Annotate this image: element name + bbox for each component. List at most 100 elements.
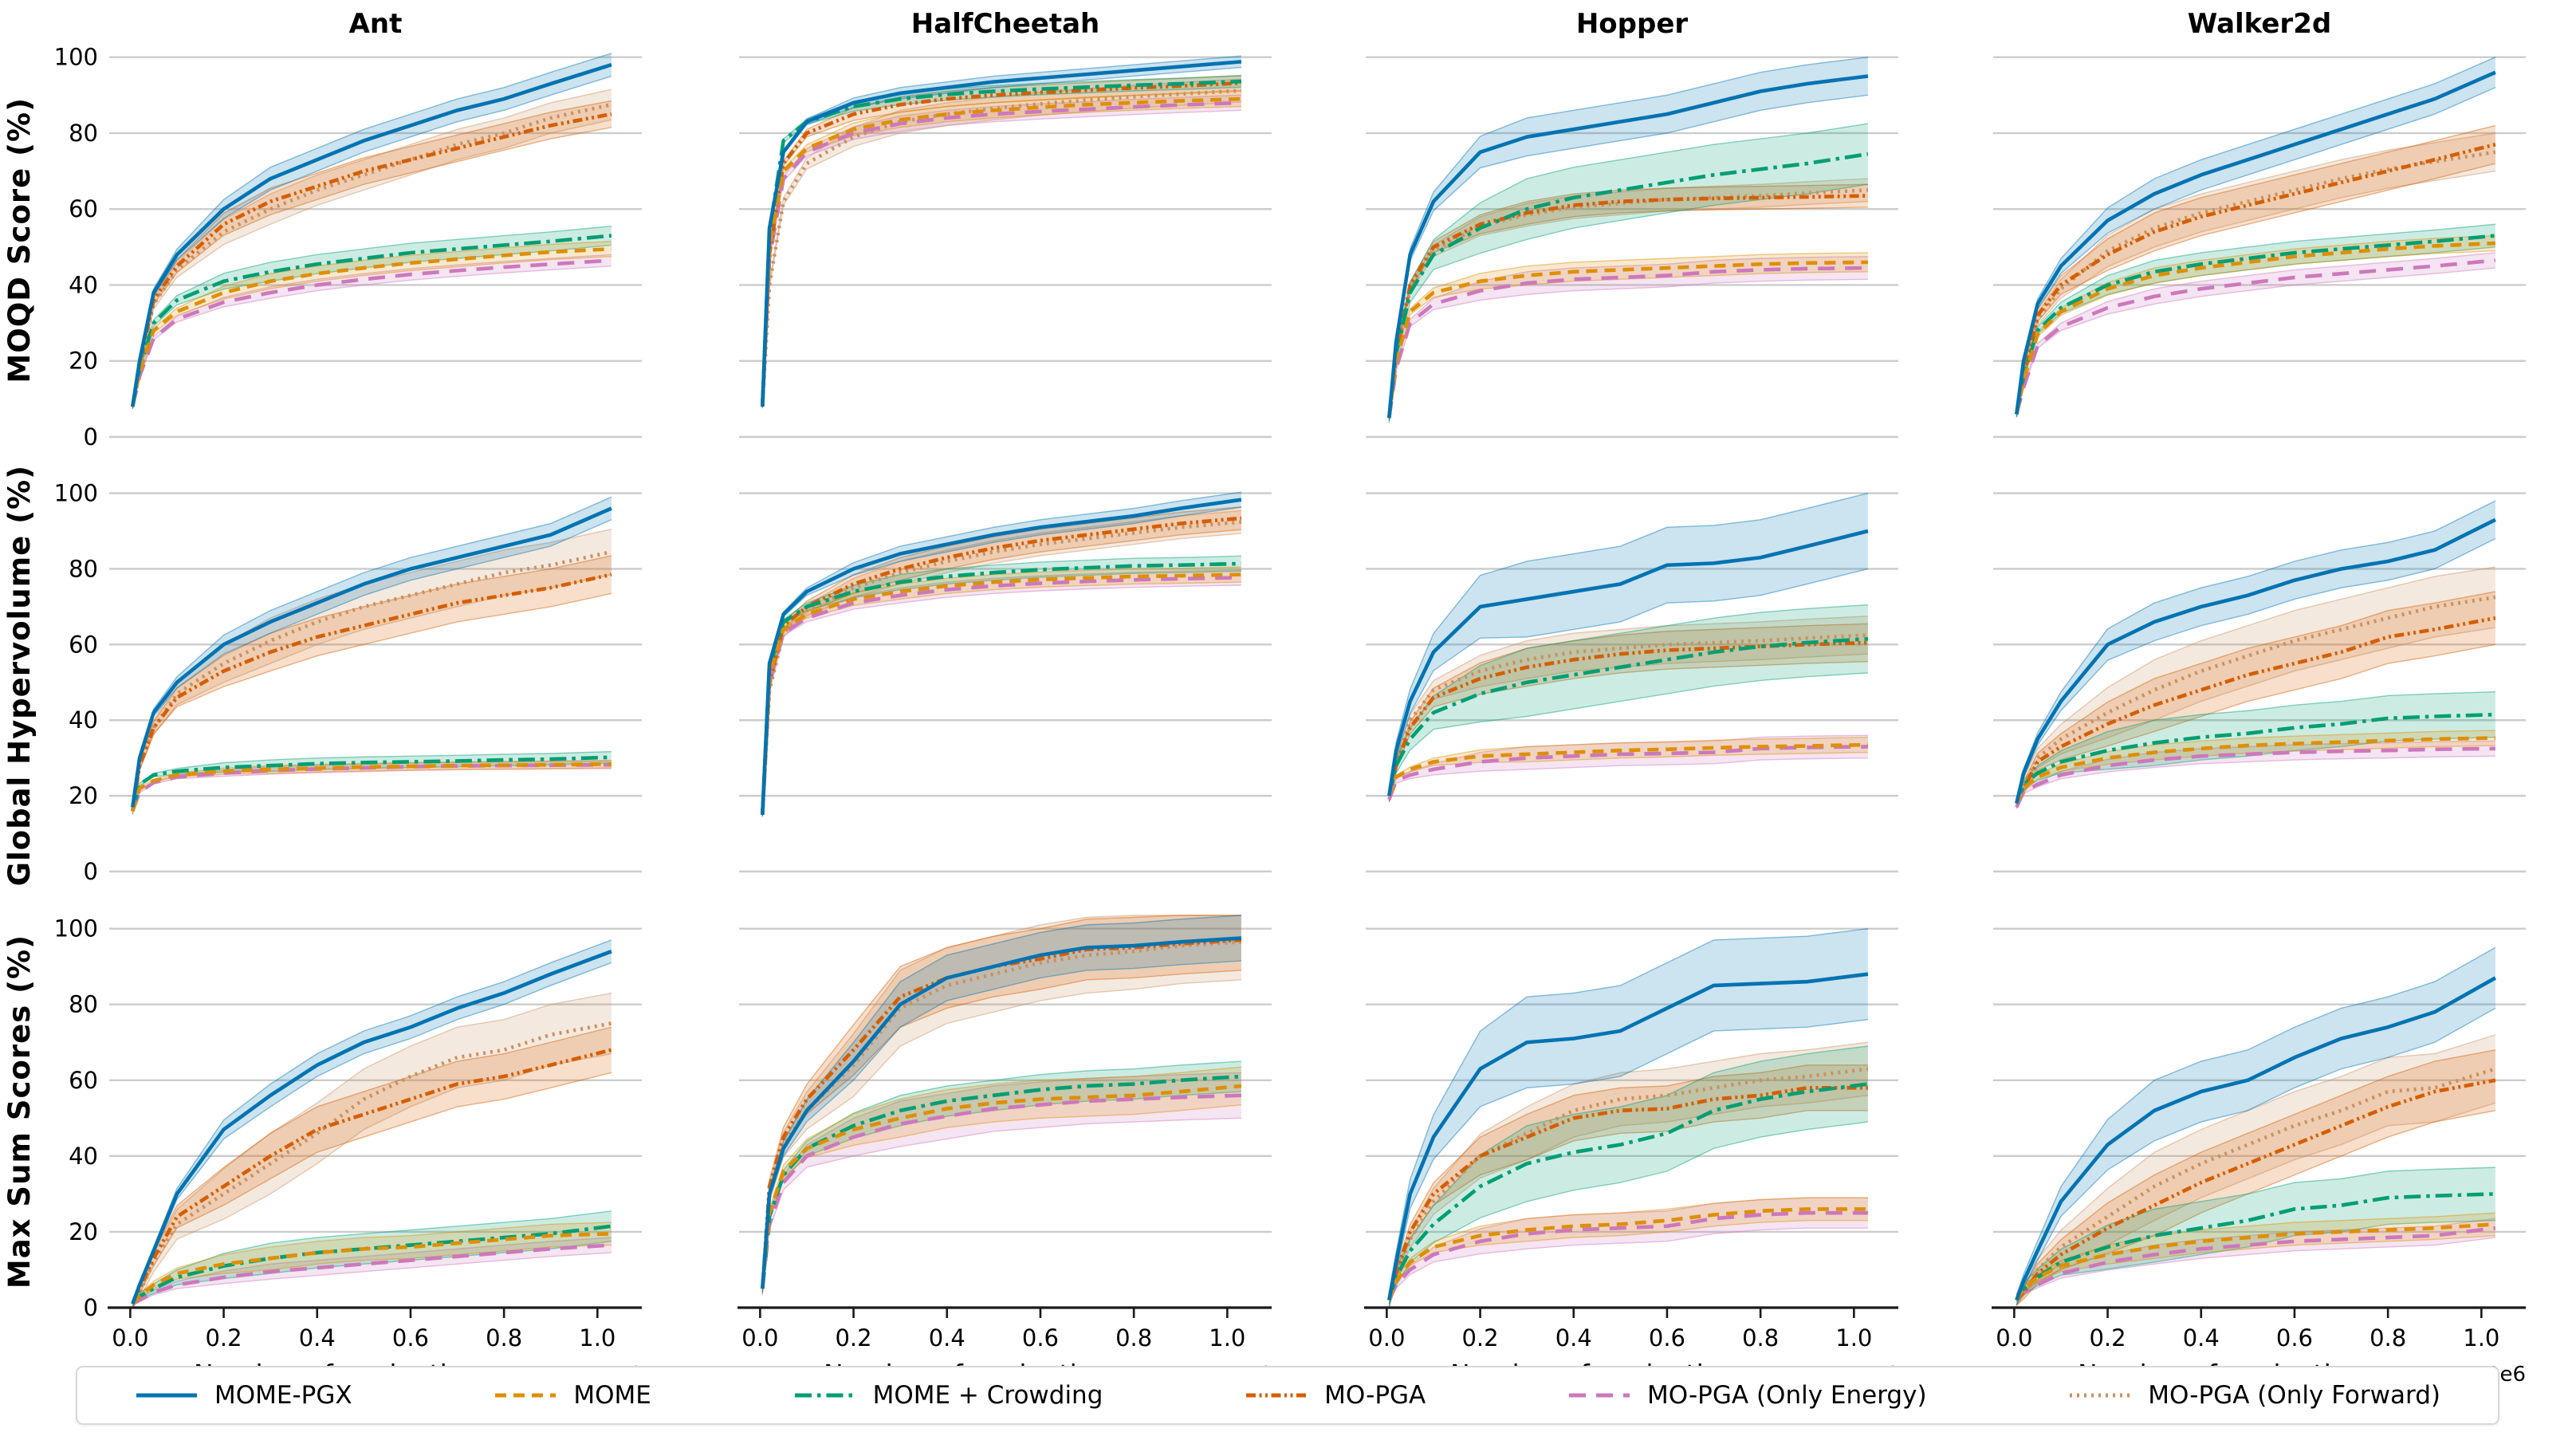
confidence-band	[2016, 1218, 2495, 1302]
x-tick-label: 1.0	[2463, 1324, 2499, 1351]
confidence-band	[1389, 1198, 1868, 1303]
band-edge	[132, 254, 612, 406]
confidence-band	[1389, 1042, 1868, 1305]
line-layer	[1387, 972, 1869, 1301]
line-layer	[2015, 70, 2496, 415]
band-edge	[132, 496, 612, 806]
panel-halfcheetah-row1	[739, 55, 1272, 439]
legend-label: MOME-PGX	[214, 1381, 352, 1410]
panel-halfcheetah-row2	[739, 491, 1272, 873]
x-tick-label: 0.2	[2089, 1324, 2126, 1351]
confidence-band	[1389, 493, 1868, 803]
legend-item-mome-crowding: MOME + Crowding	[793, 1381, 1103, 1410]
confidence-band	[2016, 1167, 2495, 1305]
band-edge	[2016, 690, 2495, 801]
band-edge	[2016, 252, 2495, 414]
band-edge	[2016, 57, 2496, 412]
band-edge	[2016, 500, 2496, 801]
y-tick-label: 20	[69, 782, 98, 809]
column-title-hopper: Hopper	[1575, 8, 1689, 40]
confidence-band	[2016, 1034, 2495, 1306]
legend-label: MO-PGA (Only Forward)	[2148, 1381, 2440, 1410]
column-title-walker2d: Walker2d	[2187, 8, 2332, 40]
series-line-mome	[1387, 742, 1868, 797]
y-tick-label: 60	[69, 631, 98, 658]
band-edge	[1388, 757, 1868, 802]
confidence-band	[2016, 947, 2495, 1305]
panel-walker2d-row1	[1993, 56, 2526, 439]
confidence-band	[132, 529, 612, 815]
confidence-band	[1389, 604, 1868, 802]
legend-label: MO-PGA (Only Energy)	[1646, 1381, 1927, 1410]
legend-item-mome: MOME	[494, 1381, 651, 1410]
band-edge	[132, 528, 612, 808]
confidence-band	[762, 556, 1241, 816]
series-line-mome	[2015, 1222, 2496, 1301]
confidence-band	[1389, 256, 1868, 420]
line-layer	[2015, 517, 2496, 809]
series-line-mome	[2015, 241, 2496, 415]
series-line-mome-crowding	[761, 79, 1241, 407]
series-line-mome-crowding	[2015, 1192, 2495, 1301]
confidence-band	[2016, 235, 2495, 416]
confidence-band	[762, 915, 1241, 1294]
series-line-mome-crowding	[2015, 712, 2495, 805]
series-line-mome-pgx	[131, 950, 612, 1305]
confidence-band	[132, 751, 612, 812]
series-line-mome	[131, 246, 612, 407]
series-line-mome	[1387, 1207, 1868, 1301]
confidence-band	[132, 254, 612, 408]
band-edge	[1388, 734, 1868, 798]
band-edge	[2016, 740, 2495, 807]
confidence-band	[1389, 928, 1868, 1308]
band-edge	[1388, 653, 1868, 800]
band-edge	[132, 1052, 612, 1308]
panel-hopper-row3: 0.00.20.40.60.81.01e6Number of evaluatio…	[1364, 927, 1898, 1390]
y-tick-label: 40	[69, 1143, 98, 1170]
band-edge	[2016, 1218, 2495, 1299]
y-tick-label: 80	[69, 555, 98, 582]
series-line-mo-pga-only-forward-	[2015, 150, 2496, 415]
band-edge	[1388, 623, 1868, 793]
band-edge	[132, 225, 612, 406]
confidence-band	[2016, 501, 2495, 807]
band-edge	[1388, 56, 1868, 415]
x-tick-label: 0.4	[1555, 1324, 1592, 1351]
y-tick-label: 40	[69, 271, 98, 298]
x-tick-label: 0.4	[2183, 1324, 2220, 1351]
band-edge	[761, 78, 1241, 405]
band-edge	[1388, 1227, 1868, 1303]
confidence-band	[762, 1067, 1241, 1292]
line-layer	[131, 950, 612, 1306]
series-line-mo-pga-only-forward-	[131, 549, 612, 812]
band-edge	[1388, 1041, 1868, 1296]
confidence-band	[132, 89, 612, 410]
series-line-mo-pga	[761, 81, 1242, 407]
band-edge	[2016, 1007, 2496, 1306]
x-tick-label: 0.8	[1742, 1324, 1779, 1351]
confidence-band	[1389, 179, 1868, 420]
confidence-band	[2016, 567, 2495, 809]
confidence-band	[762, 1061, 1241, 1292]
line-layer	[2015, 976, 2497, 1302]
band-edge	[132, 1252, 612, 1306]
confidence-band	[2016, 125, 2495, 418]
band-edge	[761, 915, 1241, 1285]
column-title-ant: Ant	[348, 8, 403, 40]
y-tick-label: 0	[84, 1294, 98, 1321]
series-line-mo-pga-only-energy-	[1387, 1210, 1868, 1301]
series-line-mo-pga-only-forward-	[761, 520, 1242, 815]
band-edge	[2016, 170, 2496, 418]
confidence-band	[132, 1027, 612, 1308]
y-tick-label: 100	[54, 44, 98, 71]
x-tick-label: 0.6	[392, 1324, 429, 1351]
series-line-mome-pgx	[1387, 529, 1869, 797]
band-edge	[2016, 1034, 2496, 1295]
band-edge	[1388, 1110, 1868, 1304]
band-edge	[132, 240, 612, 406]
band-layer	[761, 915, 1241, 1296]
confidence-band	[1389, 57, 1868, 422]
panel-walker2d-row3: 0.00.20.40.60.81.01e6Number of evaluatio…	[1992, 927, 2526, 1390]
line-layer	[131, 63, 612, 407]
